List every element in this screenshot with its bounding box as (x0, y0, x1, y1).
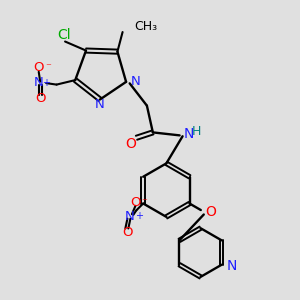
Text: +: + (136, 211, 143, 221)
Text: N: N (95, 98, 105, 111)
Text: N: N (131, 75, 141, 88)
Text: N: N (34, 76, 43, 89)
Text: O: O (126, 137, 136, 151)
Text: +: + (42, 78, 50, 88)
Text: O: O (130, 196, 141, 209)
Text: O: O (122, 226, 133, 239)
Text: CH₃: CH₃ (134, 20, 157, 33)
Text: Cl: Cl (57, 28, 70, 42)
Text: ⁻: ⁻ (46, 62, 51, 72)
Text: O: O (205, 205, 216, 218)
Text: H: H (192, 125, 202, 138)
Text: N: N (184, 127, 194, 141)
Text: ⁻: ⁻ (141, 197, 147, 207)
Text: O: O (35, 92, 46, 105)
Text: N: N (125, 210, 135, 223)
Text: N: N (226, 259, 237, 273)
Text: O: O (34, 61, 44, 74)
